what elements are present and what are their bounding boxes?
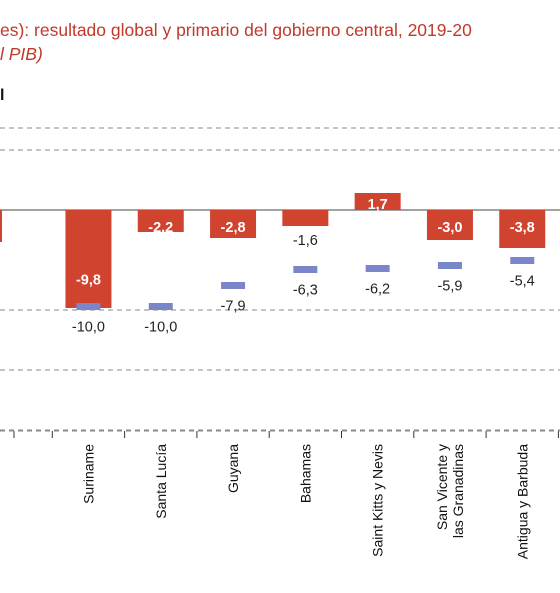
bar-label: -2,8 [221, 220, 246, 236]
bar-label: -2,2 [148, 220, 173, 236]
bar [65, 210, 112, 308]
marker-label: -5,4 [510, 274, 535, 290]
chart-subtitle: l PIB) [0, 44, 43, 64]
bar [354, 193, 401, 210]
legend-fragment: l [0, 87, 4, 104]
category-label: Guyana [225, 444, 241, 493]
category-label-line: Suriname [80, 444, 96, 504]
category-label: Saint Kitts y Nevis [370, 444, 386, 557]
category-label-line: Antigua y Barbuda [514, 444, 530, 559]
bar [499, 210, 546, 248]
bar [426, 210, 473, 240]
bar [282, 210, 329, 226]
category-label: San Vicente y las Granadinas [434, 444, 466, 538]
category-label: Bahamas [297, 444, 313, 503]
bars [0, 193, 546, 308]
marker [510, 257, 535, 264]
bar-label: -3,8 [510, 220, 535, 236]
marker [148, 303, 173, 310]
category-label: Antigua y Barbuda [514, 444, 530, 559]
marker-label: -10,0 [144, 320, 177, 336]
category-axis: Suriname Santa Lucía Guyana Bahamas Saint Ki… [0, 430, 560, 559]
bar-label: -9,8 [76, 273, 101, 289]
bar-label: 1,7 [368, 197, 388, 213]
category-label: Santa Lucía [153, 444, 169, 519]
marker [365, 265, 390, 272]
markers [76, 257, 535, 310]
bar [137, 210, 184, 232]
category-label: Suriname [80, 444, 96, 504]
category-label-line: las Granadinas [450, 444, 466, 538]
chart-title: es): resultado global y primario del gob… [0, 20, 472, 40]
bar-label: -3,0 [437, 220, 462, 236]
marker [437, 262, 462, 269]
bar-label: -1,6 [293, 233, 318, 249]
marker-label: -10,0 [72, 320, 105, 336]
marker [221, 282, 246, 289]
category-label-line: San Vicente y [434, 444, 450, 530]
marker [76, 303, 101, 310]
marker-label: -6,2 [365, 282, 390, 298]
marker-label: -7,9 [221, 299, 246, 315]
category-label-line: Guyana [225, 444, 241, 493]
marker-label: -6,3 [293, 283, 318, 299]
marker [293, 266, 318, 273]
category-label-line: Saint Kitts y Nevis [370, 444, 386, 557]
category-label-line: Bahamas [297, 444, 313, 503]
data-labels: -9,8 -10,0 -2,2 -10,0 -2,8 -7,9 -1,6 -6,3 1,7 -6,… [72, 197, 535, 336]
marker-label: -5,9 [437, 279, 462, 295]
bar-cropped [0, 210, 2, 242]
category-label-line: Santa Lucía [153, 444, 169, 519]
bar [210, 210, 257, 238]
